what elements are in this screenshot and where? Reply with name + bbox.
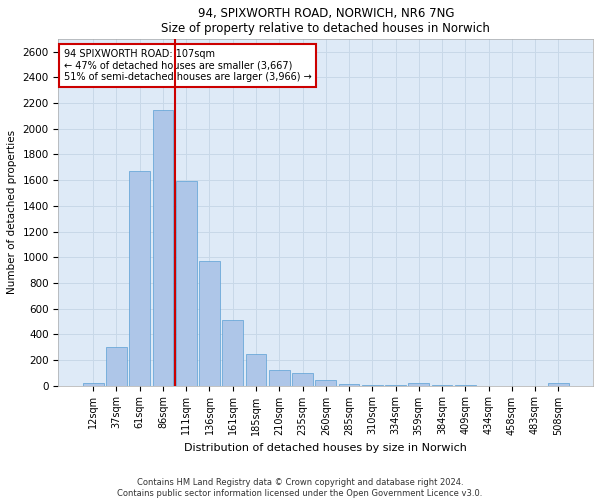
Bar bbox=[199, 261, 220, 386]
Bar bbox=[548, 383, 569, 386]
Bar bbox=[409, 383, 429, 386]
Text: 94 SPIXWORTH ROAD: 107sqm
← 47% of detached houses are smaller (3,667)
51% of se: 94 SPIXWORTH ROAD: 107sqm ← 47% of detac… bbox=[64, 50, 311, 82]
Bar bbox=[152, 110, 173, 386]
Bar bbox=[106, 347, 127, 386]
Bar bbox=[316, 380, 336, 386]
Bar bbox=[176, 182, 197, 386]
Bar bbox=[83, 383, 104, 386]
Bar bbox=[245, 354, 266, 386]
Bar bbox=[292, 373, 313, 386]
Bar bbox=[338, 384, 359, 386]
Bar bbox=[362, 385, 383, 386]
Bar bbox=[269, 370, 290, 386]
X-axis label: Distribution of detached houses by size in Norwich: Distribution of detached houses by size … bbox=[184, 443, 467, 453]
Y-axis label: Number of detached properties: Number of detached properties bbox=[7, 130, 17, 294]
Bar bbox=[129, 171, 150, 386]
Title: 94, SPIXWORTH ROAD, NORWICH, NR6 7NG
Size of property relative to detached house: 94, SPIXWORTH ROAD, NORWICH, NR6 7NG Siz… bbox=[161, 7, 490, 35]
Text: Contains HM Land Registry data © Crown copyright and database right 2024.
Contai: Contains HM Land Registry data © Crown c… bbox=[118, 478, 482, 498]
Bar bbox=[222, 320, 243, 386]
